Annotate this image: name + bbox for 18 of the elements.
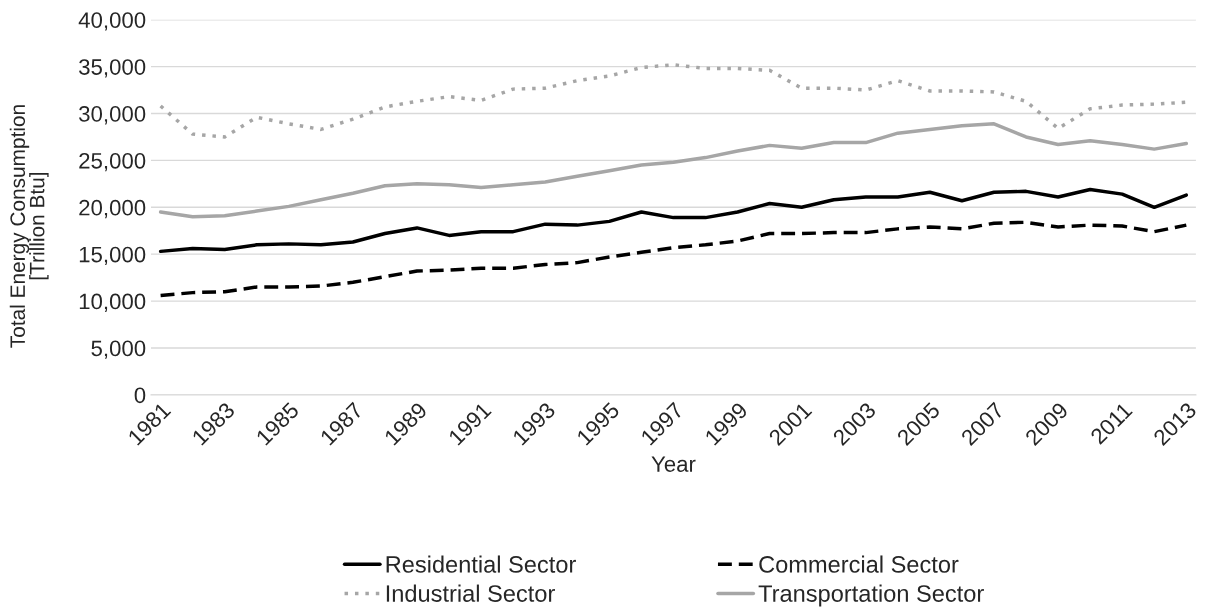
y-tick-label: 35,000 — [79, 59, 146, 78]
y-axis-title: Total Energy Consumption [Trillion Btu] — [9, 105, 49, 348]
legend-label: Residential Sector — [386, 555, 576, 573]
y-tick-label: 5,000 — [91, 340, 146, 359]
legend-label: Industrial Sector — [386, 584, 555, 602]
x-axis-title: Year — [651, 456, 696, 472]
legend-label: Transportation Sector — [758, 584, 984, 607]
line-series — [158, 122, 1189, 219]
y-tick-label: 20,000 — [79, 199, 146, 219]
y-tick-label: 0 — [134, 387, 146, 404]
y-tick-label: 40,000 — [78, 12, 146, 31]
line-series — [158, 220, 1189, 298]
y-tick-label: 15,000 — [79, 246, 146, 266]
y-tick-label: 25,000 — [79, 152, 146, 172]
legend-label: Commercial Sector — [759, 555, 959, 573]
y-tick-label: 30,000 — [79, 106, 146, 125]
y-tick-label: 10,000 — [79, 293, 146, 312]
line-series — [158, 187, 1189, 254]
